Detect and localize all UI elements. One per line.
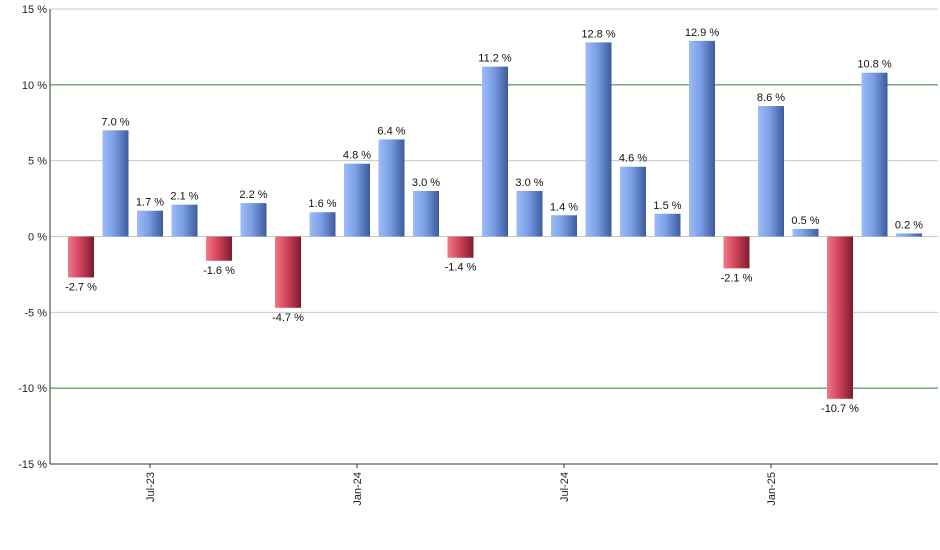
data-label: 11.2 %	[478, 53, 512, 65]
data-label: 0.2 %	[895, 219, 923, 231]
data-label: 3.0 %	[515, 177, 543, 189]
axes	[49, 9, 938, 468]
bar	[482, 66, 508, 237]
x-axis-tick-labels: Jul-23 Jan-24 Jul-24 Jan-25	[145, 472, 778, 506]
y-tick-label: 15 %	[22, 4, 47, 16]
bar	[309, 212, 336, 237]
data-label: 1.6 %	[308, 198, 336, 210]
y-axis-tick-labels: -15 % -10 % -5 % 0 % 5 % 10 % 15 %	[18, 4, 47, 471]
x-tick-label: Jul-23	[145, 472, 157, 502]
bar	[102, 130, 129, 237]
bar	[447, 236, 474, 258]
data-label: 6.4 %	[377, 125, 405, 137]
data-label: 10.8 %	[857, 59, 891, 71]
bar	[413, 191, 439, 237]
bars	[68, 40, 922, 399]
bar	[378, 139, 405, 237]
data-label: 12.9 %	[685, 27, 719, 39]
bar	[827, 236, 853, 399]
bar	[585, 42, 612, 237]
data-label: -1.4 %	[445, 262, 477, 274]
data-label: 2.2 %	[239, 189, 267, 201]
x-tick-label: Jan-25	[766, 472, 778, 506]
data-label: 1.4 %	[550, 201, 578, 213]
bar	[516, 191, 543, 237]
bar	[723, 236, 750, 269]
y-tick-label: -10 %	[18, 383, 47, 395]
y-tick-label: -15 %	[18, 459, 47, 471]
data-label: 1.5 %	[653, 200, 681, 212]
bar	[344, 163, 370, 237]
data-label: -10.7 %	[821, 403, 859, 415]
bar	[654, 213, 681, 237]
bar	[137, 210, 163, 237]
y-tick-label: 5 %	[28, 156, 47, 168]
y-tick-label: 10 %	[22, 80, 47, 92]
data-label: 8.6 %	[757, 92, 785, 104]
bar	[551, 215, 577, 237]
data-label: -2.7 %	[65, 281, 97, 293]
bar	[792, 228, 819, 237]
y-tick-label: -5 %	[24, 307, 47, 319]
bar	[620, 166, 646, 237]
bar	[758, 106, 784, 237]
bar	[861, 72, 888, 237]
data-label: -4.7 %	[272, 312, 304, 324]
bar	[240, 203, 267, 237]
y-tick-label: 0 %	[28, 232, 47, 244]
data-label: -1.6 %	[203, 265, 235, 277]
data-label: 4.6 %	[619, 153, 647, 165]
bar	[275, 236, 301, 308]
data-label: -2.1 %	[721, 272, 753, 284]
bar	[896, 233, 922, 237]
data-label: 2.1 %	[170, 191, 198, 203]
bar	[171, 204, 198, 237]
data-label: 7.0 %	[101, 116, 129, 128]
data-label: 3.0 %	[412, 177, 440, 189]
bar	[68, 236, 94, 278]
data-labels: -2.7 % 7.0 % 1.7 % 2.1 % -1.6 % 2.2 % -4.7 % 1.…	[65, 27, 923, 415]
data-label: 1.7 %	[136, 197, 164, 209]
bar	[206, 236, 232, 261]
data-label: 12.8 %	[581, 28, 615, 40]
x-tick-label: Jan-24	[352, 472, 364, 506]
data-label: 4.8 %	[343, 150, 371, 162]
bar	[689, 40, 715, 237]
data-label: 0.5 %	[791, 215, 819, 227]
x-tick-label: Jul-24	[559, 472, 571, 502]
